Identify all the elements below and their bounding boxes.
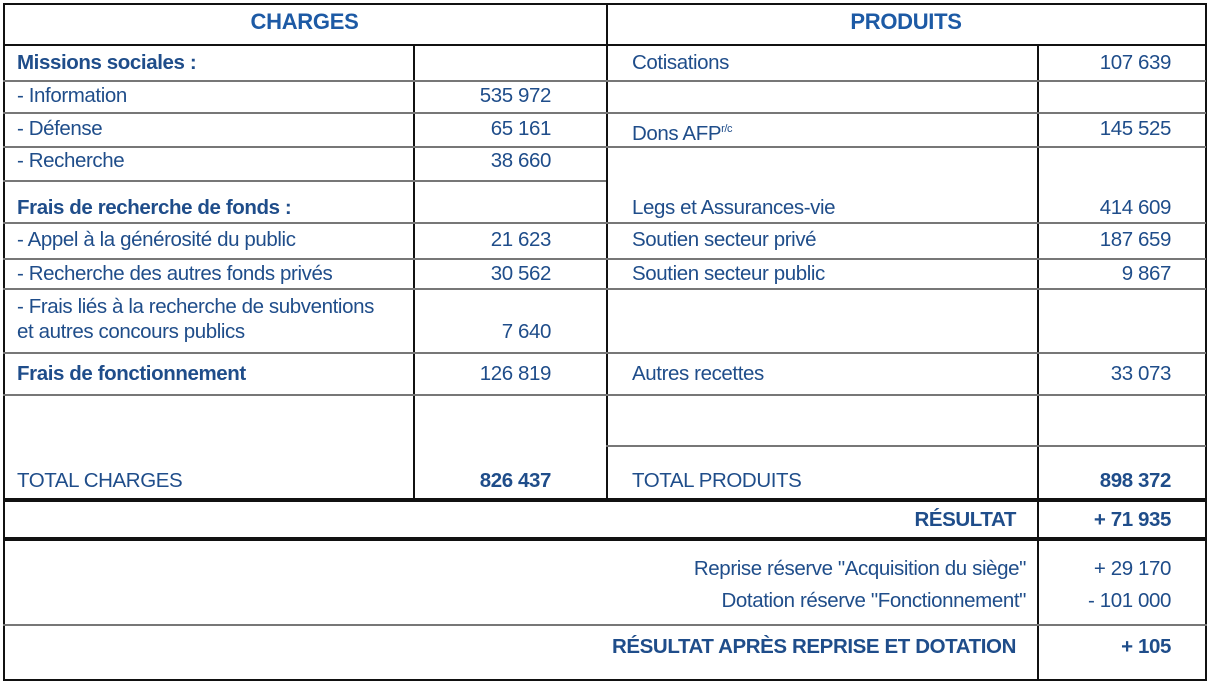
produits-value: 145 525	[1099, 117, 1172, 140]
row-line	[3, 258, 606, 260]
col-divider	[606, 3, 608, 500]
col-divider	[1037, 44, 1039, 680]
produits-value: 187 659	[1099, 228, 1172, 251]
total-charges-value: 826 437	[479, 469, 552, 492]
border-top	[3, 3, 1207, 5]
row-line	[3, 180, 606, 182]
charges-label: et autres concours publics	[17, 320, 245, 343]
col-divider	[413, 44, 415, 500]
charges-header: CHARGES	[250, 9, 359, 34]
resultat-value: + 71 935	[1093, 508, 1172, 531]
charges-value: 30 562	[490, 262, 552, 285]
charges-value: 38 660	[490, 149, 552, 172]
border-bottom	[3, 679, 1207, 681]
produits-value: 33 073	[1110, 362, 1172, 385]
total-produits-label: TOTAL PRODUITS	[632, 469, 802, 492]
total-produits-value: 898 372	[1099, 469, 1172, 492]
produits-label: Dons AFPr/c	[632, 122, 733, 145]
row-line	[3, 112, 606, 114]
row-line	[606, 445, 1206, 447]
row-line	[606, 258, 1206, 260]
final-result-value: + 105	[1121, 635, 1171, 658]
row-line	[3, 146, 606, 148]
charges-label: Missions sociales :	[17, 51, 197, 74]
produits-value: 107 639	[1099, 51, 1172, 74]
charges-label: - Appel à la générosité du public	[17, 228, 296, 251]
charges-label: - Défense	[17, 117, 103, 140]
final-result-label: RÉSULTAT APRÈS REPRISE ET DOTATION	[611, 635, 1016, 658]
produits-label: Legs et Assurances-vie	[632, 196, 836, 219]
produits-label: Cotisations	[632, 51, 730, 74]
row-line	[606, 394, 1206, 396]
charges-label: Frais de recherche de fonds :	[17, 196, 292, 219]
charges-label: - Frais liés à la recherche de subventio…	[17, 295, 374, 318]
row-line	[3, 288, 606, 290]
adjustment-value: + 29 170	[1093, 557, 1172, 580]
resultat-label: RÉSULTAT	[914, 508, 1016, 531]
row-line	[3, 394, 606, 396]
result-divider	[3, 537, 1207, 541]
row-line	[3, 222, 606, 224]
charges-value: 126 819	[479, 362, 552, 385]
produits-label: Soutien secteur public	[632, 262, 825, 285]
row-line	[3, 352, 606, 354]
charges-label: - Recherche des autres fonds privés	[17, 262, 333, 285]
produits-label: Soutien secteur privé	[632, 228, 817, 251]
charges-value: 65 161	[490, 117, 552, 140]
charges-label: - Recherche	[17, 149, 125, 172]
row-line	[3, 80, 606, 82]
border-right	[1205, 3, 1207, 681]
total-divider	[3, 498, 1207, 502]
charges-label: - Information	[17, 84, 127, 107]
total-charges-label: TOTAL CHARGES	[17, 469, 183, 492]
row-line	[606, 112, 1206, 114]
produits-value: 9 867	[1121, 262, 1172, 285]
produits-label: Autres recettes	[632, 362, 764, 385]
charges-label: Frais de fonctionnement	[17, 362, 246, 385]
header-divider	[3, 44, 1207, 46]
charges-value: 7 640	[501, 320, 552, 343]
adjustment-value: - 101 000	[1087, 589, 1171, 612]
produits-value: 414 609	[1099, 196, 1172, 219]
row-line	[606, 222, 1206, 224]
row-line	[3, 624, 1207, 626]
adjustment-label: Reprise réserve "Acquisition du siège"	[693, 557, 1026, 580]
row-line	[606, 80, 1206, 82]
row-line	[606, 352, 1206, 354]
adjustment-label: Dotation réserve "Fonctionnement"	[721, 589, 1027, 612]
row-line	[606, 288, 1206, 290]
border-left	[3, 3, 5, 681]
charges-value: 535 972	[479, 84, 552, 107]
charges-value: 21 623	[490, 228, 552, 251]
produits-header: PRODUITS	[850, 9, 962, 34]
row-line	[606, 146, 1206, 148]
